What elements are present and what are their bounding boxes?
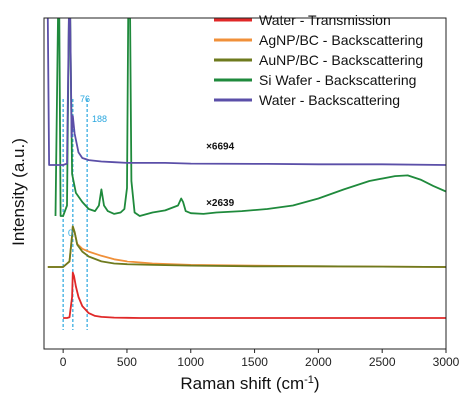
x-axis: 0 500 1000 1500 2000 2500 3000 [43,17,460,369]
multiplier-label-0: ×6694 [206,142,235,153]
series-line-1 [47,225,446,268]
y-axis-title: Intensity (a.u.) [9,138,28,246]
series-line-4 [46,18,446,166]
multiplier-label-1: ×2639 [206,198,235,209]
legend-label-0: Water - Transmission [259,12,391,28]
x-tick-label-2000: 2000 [305,355,332,369]
peak-label-76: 76 [80,94,90,104]
series-line-2 [47,225,446,268]
legend-label-1: AgNP/BC - Backscattering [259,32,423,48]
x-tick-label-500: 500 [117,355,137,369]
series-line-0 [63,271,446,319]
legend-label-4: Water - Backscattering [259,92,400,108]
x-tick-label-0: 0 [60,355,67,369]
x-tick-label-1000: 1000 [177,355,204,369]
plot-area [46,18,446,330]
plot-frame [43,17,447,350]
x-axis-title: Raman shift (cm-1) [180,374,319,393]
x-tick-label-1500: 1500 [241,355,268,369]
legend-label-3: Si Wafer - Backscattering [259,72,416,88]
x-tick-label-2500: 2500 [369,355,396,369]
legend-label-2: AuNP/BC - Backscattering [259,52,423,68]
peak-label-0: 0 [68,228,73,238]
x-tick-label-3000: 3000 [433,355,460,369]
peak-label-188: 188 [92,114,107,124]
legend: Water - Transmission AgNP/BC - Backscatte… [214,12,423,108]
